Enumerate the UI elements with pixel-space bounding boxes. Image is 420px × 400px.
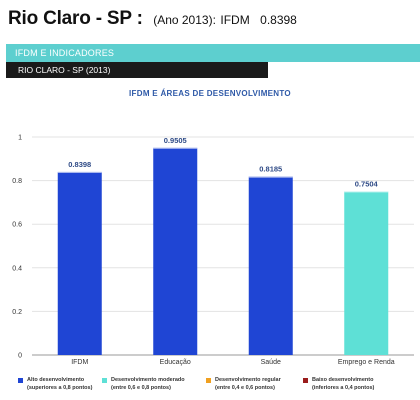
legend-label: Desenvolvimento moderado xyxy=(111,377,185,383)
bar xyxy=(153,147,198,355)
bar-value-label: 0.8185 xyxy=(259,165,282,174)
x-tick-label: Emprego e Renda xyxy=(338,359,395,366)
ifdm-value: 0.8398 xyxy=(260,13,297,27)
legend-range: (entre 0,4 e 0,6 pontos) xyxy=(215,385,275,391)
legend-label: Alto desenvolvimento xyxy=(27,377,85,383)
bar-value-label: 0.8398 xyxy=(68,160,91,169)
legend-label: Desenvolvimento regular xyxy=(215,377,281,383)
legend-swatch xyxy=(206,378,211,383)
y-tick-label: 0.6 xyxy=(12,222,22,229)
legend-swatch xyxy=(18,378,23,383)
city-title: Rio Claro - SP : xyxy=(8,8,143,29)
bar xyxy=(57,171,102,355)
x-tick-label: Saúde xyxy=(261,359,281,366)
legend-swatch xyxy=(102,378,107,383)
legend-range: (superiores a 0,8 pontos) xyxy=(27,385,93,391)
municipality-bar: RIO CLARO - SP (2013) xyxy=(6,62,268,78)
chart-title: IFDM E ÁREAS DE DESENVOLVIMENTO xyxy=(129,89,291,98)
x-tick-label: Educação xyxy=(160,359,191,366)
section-banner: IFDM E INDICADORES xyxy=(6,44,420,62)
x-tick-label: IFDM xyxy=(71,359,88,366)
y-tick-label: 1 xyxy=(18,135,22,142)
legend-range: (inferiores a 0,4 pontos) xyxy=(312,385,375,391)
year-label: (Ano 2013): xyxy=(153,13,216,27)
y-tick-label: 0 xyxy=(18,353,22,360)
legend-range: (entre 0,6 e 0,8 pontos) xyxy=(111,385,171,391)
legend-swatch xyxy=(303,378,308,383)
legend-label: Baixo desenvolvimento xyxy=(312,377,374,383)
section-banner-label: IFDM E INDICADORES xyxy=(15,48,115,58)
bar xyxy=(248,176,293,355)
bar-value-label: 0.9505 xyxy=(164,136,187,145)
ifdm-label: IFDM xyxy=(220,13,250,27)
bar-value-label: 0.7504 xyxy=(355,179,379,188)
y-tick-label: 0.4 xyxy=(12,265,22,272)
page-header: Rio Claro - SP : (Ano 2013): IFDM 0.8398 xyxy=(8,8,420,34)
y-tick-label: 0.8 xyxy=(12,178,22,185)
y-tick-label: 0.2 xyxy=(12,309,22,316)
bar xyxy=(344,191,389,355)
municipality-label: RIO CLARO - SP (2013) xyxy=(18,65,111,75)
